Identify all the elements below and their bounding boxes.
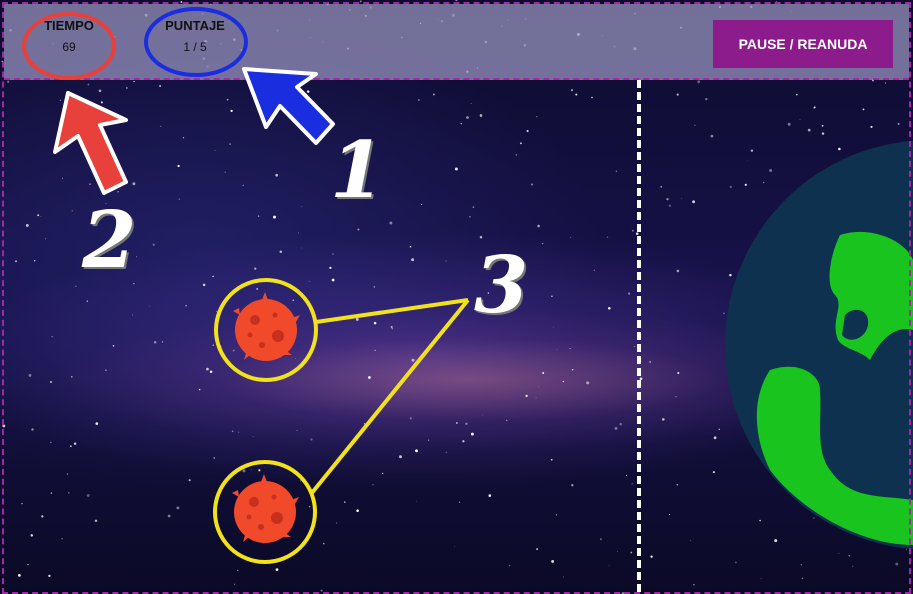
time-highlight-ellipse: [22, 12, 116, 80]
score-highlight-ellipse: [144, 7, 248, 77]
connector-line: [309, 298, 470, 496]
score-label: PUNTAJE: [165, 18, 225, 33]
asteroid-highlight-circle: [214, 278, 318, 382]
pause-resume-button[interactable]: PAUSE / REANUDA: [713, 20, 893, 68]
asteroid-highlight-circle: [213, 460, 317, 564]
annotation-number-1: 1: [330, 125, 385, 216]
hud-bar: TIEMPO 69 PUNTAJE 1 / 5 PAUSE / REANUDA: [4, 4, 909, 80]
asteroid-icon[interactable]: [232, 474, 299, 543]
asteroid-icon[interactable]: [233, 292, 300, 361]
arrow-annotation-icon: [53, 91, 128, 195]
time-label: TIEMPO: [44, 18, 94, 33]
connector-line: [315, 298, 469, 324]
score-display: PUNTAJE 1 / 5: [152, 18, 238, 54]
annotation-number-3: 3: [474, 240, 529, 331]
time-value: 69: [62, 40, 76, 54]
zone-divider: [637, 80, 641, 592]
time-display: TIEMPO 69: [26, 18, 112, 54]
annotation-number-2: 2: [82, 195, 137, 286]
arrow-annotation-icon: [242, 67, 335, 145]
score-value: 1 / 5: [183, 40, 207, 54]
